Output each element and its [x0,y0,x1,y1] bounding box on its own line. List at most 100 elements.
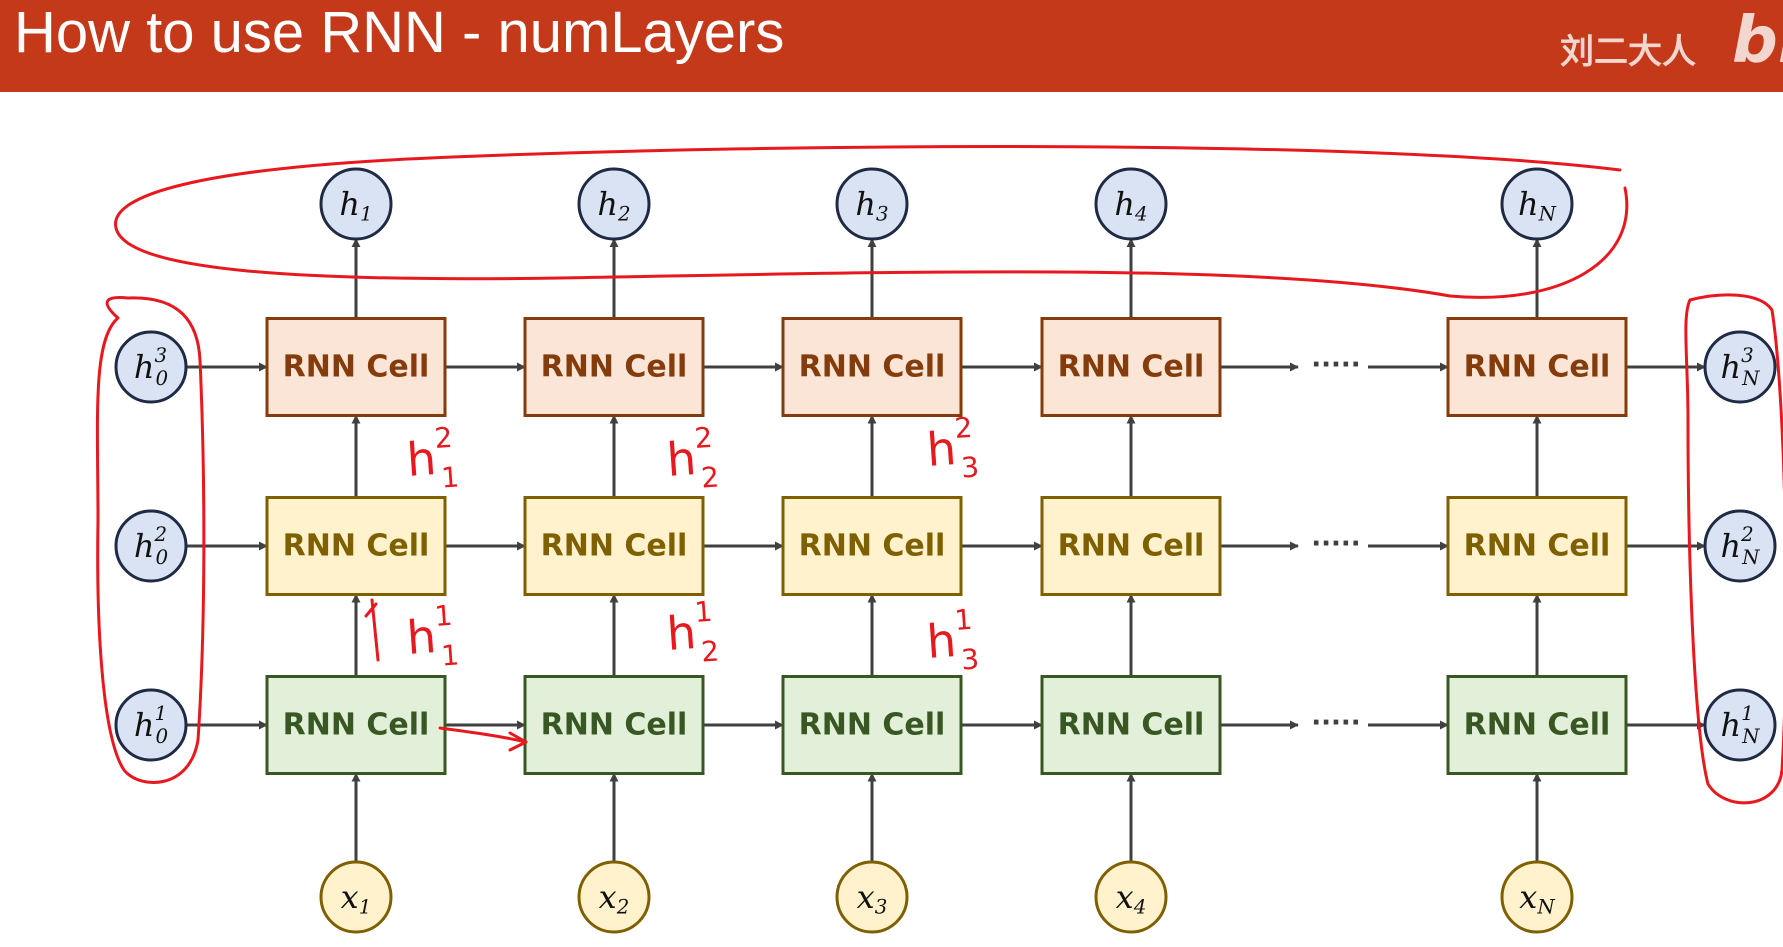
annotation-5-sub: 2 [700,634,720,668]
input-node-c4-label: x4 [1116,878,1147,918]
rnn-cell-l1-c5-box [1446,675,1628,775]
input-node-c5: xN [1500,860,1574,934]
rnn-cell-l3-c4-label: RNN Cell [1058,350,1205,385]
input-node-c4-circle [1094,860,1168,934]
final-hidden-l3-label-base: h [1720,348,1741,386]
ellipsis-l2: ····· [1311,529,1360,559]
output-node-c4-label-base: h [1114,185,1135,223]
input-node-c5-label-base: x [1519,878,1537,916]
rnn-cell-l3-c5-label: RNN Cell [1464,350,1611,385]
final-hidden-l1-label-sub: N [1741,724,1760,747]
init-hidden-l2-label-sup: 2 [153,522,167,545]
rnn-cell-l3-c2: RNN Cell [523,317,705,417]
rnn-cell-l1-c1-box [265,675,447,775]
output-node-c1: h1 [319,167,393,241]
rnn-cell-l2-c4: RNN Cell [1040,496,1222,596]
rnn-cell-l2-c5: RNN Cell [1446,496,1628,596]
output-node-c3-circle [835,167,909,241]
final-hidden-l2-label: h2 N [1720,522,1760,568]
input-node-c3: x3 [835,860,909,934]
init-hidden-l3-label-base: h [134,348,155,386]
output-node-c3-label: h3 [855,185,888,225]
annotation-4-sup: 1 [433,599,453,633]
rnn-cell-l2-c1: RNN Cell [265,496,447,596]
annotation-1-base: h [405,431,438,487]
rnn-cell-l3-c3: RNN Cell [781,317,963,417]
init-hidden-l3: h3 0 [114,330,188,404]
input-node-c2-circle [577,860,651,934]
input-node-c2-label-base: x [599,878,617,916]
rnn-cell-l1-c4: RNN Cell [1040,675,1222,775]
input-node-c5-label: xN [1519,878,1555,918]
input-node-c3-label-sub: 3 [875,895,888,918]
annotation-5-base: h [665,605,698,661]
init-hidden-l1: h1 0 [114,688,188,762]
annotation-3-base: h [925,421,958,477]
init-hidden-l2-label-sub: 0 [156,545,169,568]
final-hidden-l1-label-base: h [1720,706,1741,744]
final-hidden-l2-circle [1703,509,1777,583]
loop-around-initial-states [95,296,206,784]
output-node-c4-label-sub: 4 [1134,202,1148,225]
rnn-cell-l2-c1-label: RNN Cell [283,529,430,564]
input-node-c1-circle [319,860,393,934]
loop-around-final-states [1684,293,1783,805]
rnn-cell-l3-c1-label: RNN Cell [283,350,430,385]
rnn-cell-l1-c1: RNN Cell [265,675,447,775]
input-node-c1-label: x1 [341,878,372,918]
init-hidden-l3-label-sub: 0 [156,366,169,389]
input-node-c4: x4 [1094,860,1168,934]
slide-title: How to use RNN - numLayers [14,0,785,65]
handwritten-arrow-head [508,731,528,752]
rnn-cell-l1-c2: RNN Cell [523,675,705,775]
annotation-3: h2 3 [924,411,980,487]
rnn-cell-l1-c4-box [1040,675,1222,775]
output-node-c4-circle [1094,167,1168,241]
rnn-cell-l2-c4-label: RNN Cell [1058,529,1205,564]
output-node-c2-label-base: h [597,185,618,223]
output-node-c5-circle [1500,167,1574,241]
rnn-cell-grid: RNN Cell RNN Cell RNN Cell RNN Cell RNN Cell… [265,317,1628,775]
final-hidden-l3-label-sub: N [1741,366,1760,389]
rnn-cell-l3-c1: RNN Cell [265,317,447,417]
input-node-c3-label-base: x [857,878,875,916]
final-hidden-l1: h1 N [1703,688,1777,762]
annotation-4-base: h [405,609,438,665]
annotation-6-sup: 1 [953,603,973,637]
annotation-5-sup: 1 [693,595,713,629]
init-hidden-l1-label: h1 0 [134,701,168,747]
input-node-c2-label-sub: 2 [616,895,630,918]
annotation-5: h1 2 [664,595,720,671]
rnn-cell-l1-c1-label: RNN Cell [283,708,430,743]
bilibili-logo: bi [1732,4,1783,78]
annotation-6-base: h [925,613,958,669]
rnn-cell-l2-c5-label: RNN Cell [1464,529,1611,564]
rnn-cell-l1-c3: RNN Cell [781,675,963,775]
input-node-c1: x1 [319,860,393,934]
init-hidden-l1-label-sub: 0 [156,724,169,747]
input-node-c4-label-sub: 4 [1133,895,1147,918]
final-hidden-l2-label-sub: N [1741,545,1760,568]
input-node-c5-label-sub: N [1536,895,1555,918]
rnn-cell-l1-c2-label: RNN Cell [541,708,688,743]
final-hidden-l3-circle [1703,330,1777,404]
rnn-cell-l2-c1-box [265,496,447,596]
rnn-cell-l2-c2-label: RNN Cell [541,529,688,564]
handwritten-arrow-line [438,726,528,744]
annotation-2-sub: 2 [700,460,720,494]
input-node-c4-label-base: x [1116,878,1134,916]
rnn-cell-l2-c2-box [523,496,705,596]
final-hidden-l3-label-sup: 3 [1741,343,1754,366]
final-hidden-l1-circle [1703,688,1777,762]
output-node-c2: h2 [577,167,651,241]
rnn-cell-l2-c3-label: RNN Cell [799,529,946,564]
final-hidden-l1-label-sup: 1 [1741,701,1754,724]
annotation-6-sub: 3 [960,642,980,676]
rnn-cell-l1-c3-box [781,675,963,775]
rnn-cell-l3-c1-box [265,317,447,417]
handwritten-up-stroke-head [364,602,378,618]
ellipsis-l3: ····· [1311,350,1360,380]
final-hidden-l2-label-base: h [1720,527,1741,565]
rnn-cell-l3-c5: RNN Cell [1446,317,1628,417]
